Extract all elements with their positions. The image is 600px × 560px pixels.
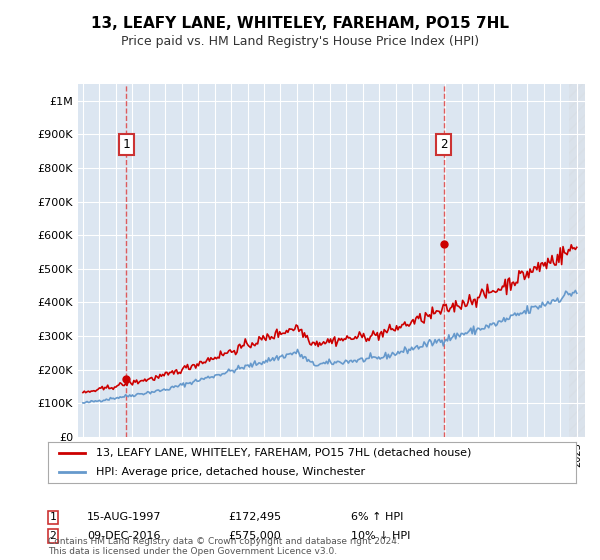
Text: Contains HM Land Registry data © Crown copyright and database right 2024.
This d: Contains HM Land Registry data © Crown c… (48, 536, 400, 556)
Text: £575,000: £575,000 (228, 531, 281, 541)
Text: 13, LEAFY LANE, WHITELEY, FAREHAM, PO15 7HL (detached house): 13, LEAFY LANE, WHITELEY, FAREHAM, PO15 … (95, 447, 471, 458)
Text: 1: 1 (122, 138, 130, 151)
Text: 2: 2 (440, 138, 448, 151)
Text: £172,495: £172,495 (228, 512, 281, 522)
Text: 1: 1 (49, 512, 56, 522)
Text: HPI: Average price, detached house, Winchester: HPI: Average price, detached house, Winc… (95, 467, 365, 477)
Bar (569, 84, 600, 437)
Text: 2: 2 (49, 531, 56, 541)
Text: 6% ↑ HPI: 6% ↑ HPI (351, 512, 403, 522)
Text: Price paid vs. HM Land Registry's House Price Index (HPI): Price paid vs. HM Land Registry's House … (121, 35, 479, 48)
Text: 10% ↓ HPI: 10% ↓ HPI (351, 531, 410, 541)
Text: 15-AUG-1997: 15-AUG-1997 (87, 512, 161, 522)
Text: 09-DEC-2016: 09-DEC-2016 (87, 531, 161, 541)
Text: 13, LEAFY LANE, WHITELEY, FAREHAM, PO15 7HL: 13, LEAFY LANE, WHITELEY, FAREHAM, PO15 … (91, 16, 509, 31)
